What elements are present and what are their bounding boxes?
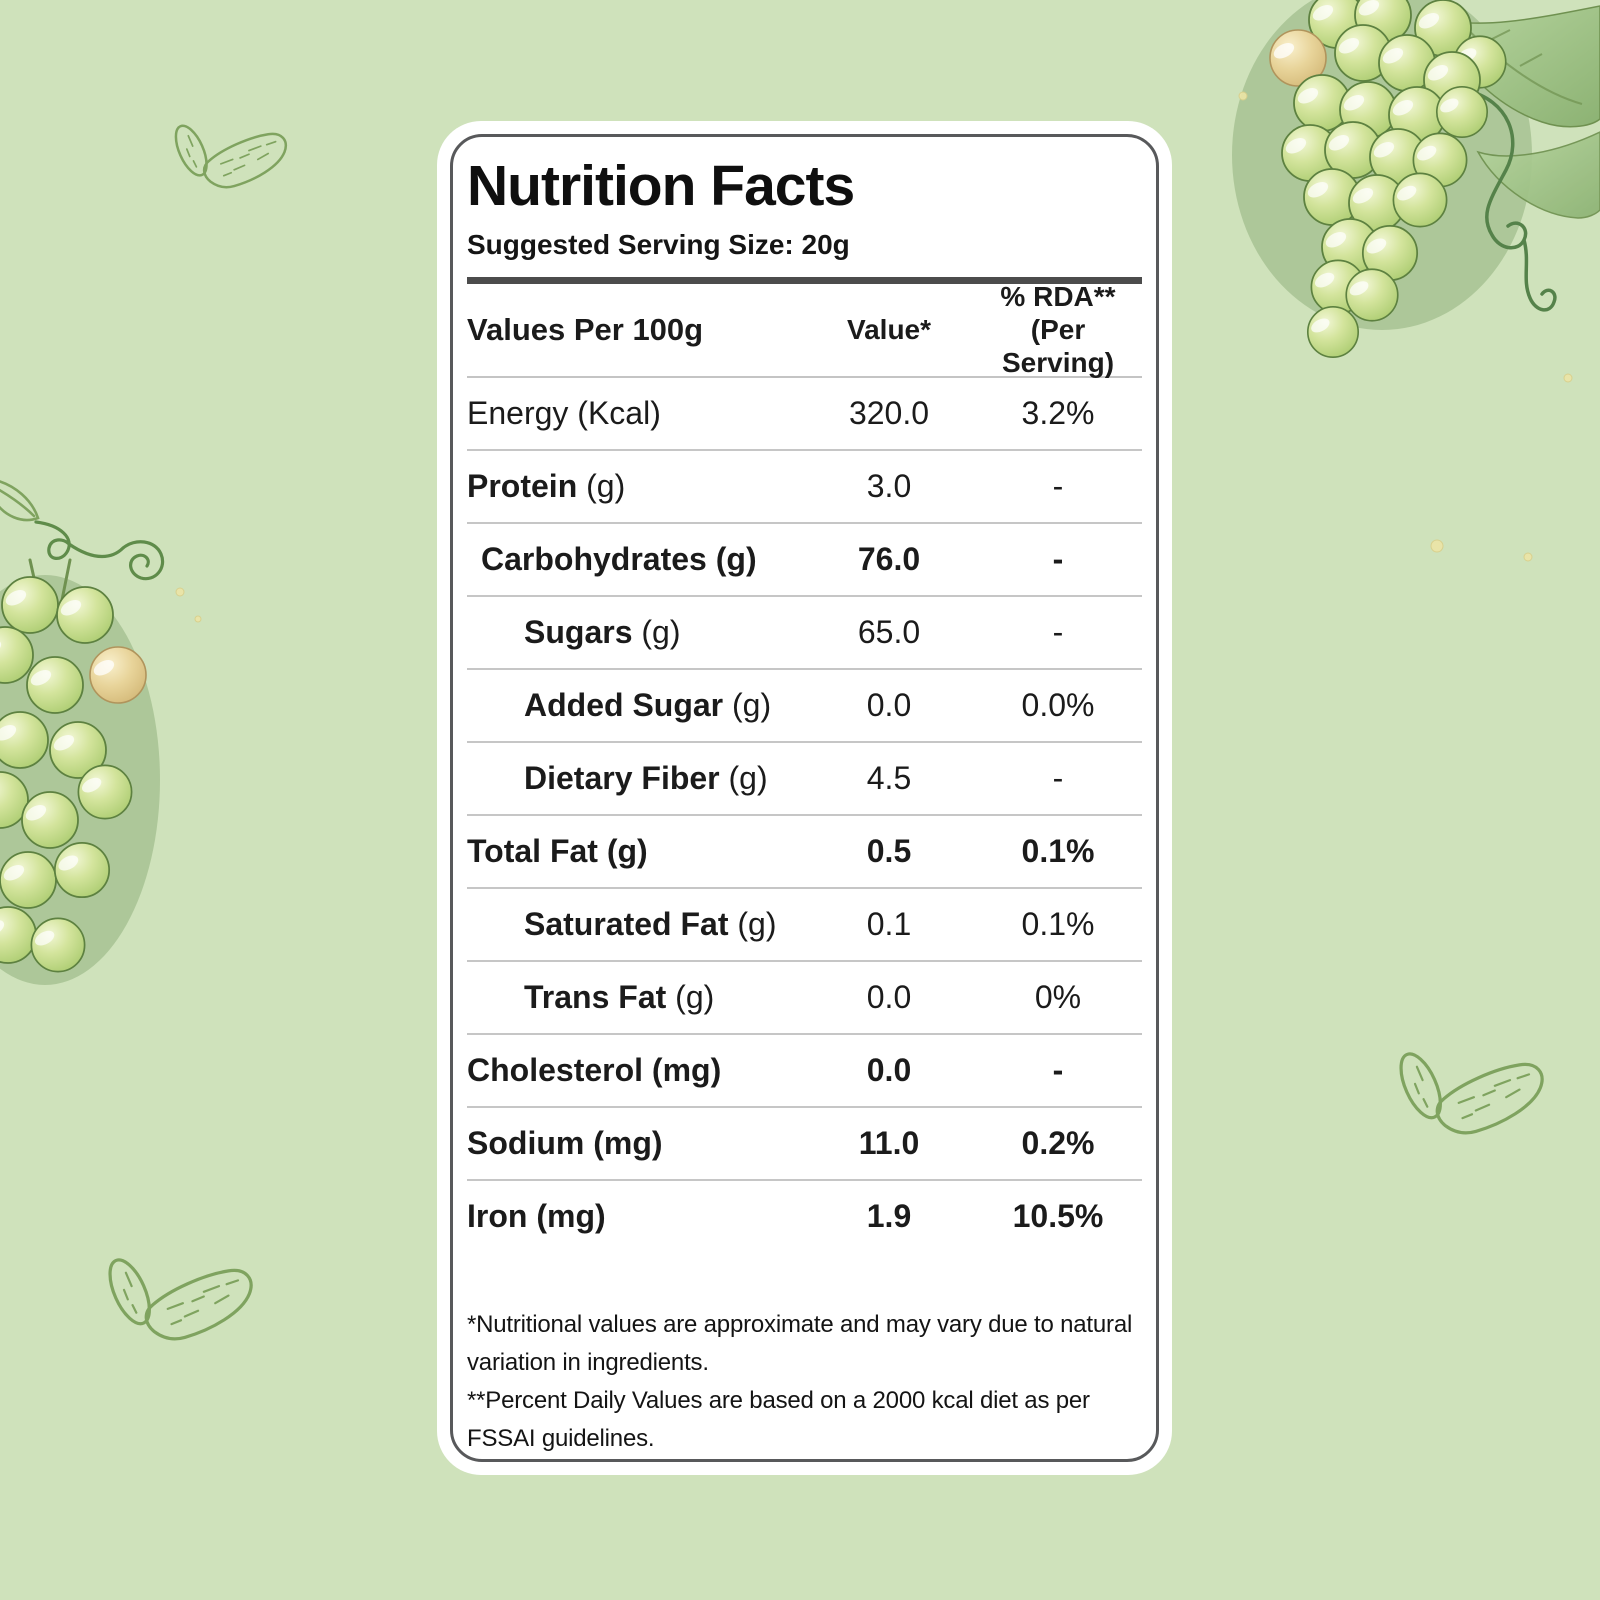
- nutrient-value: 65.0: [857, 613, 921, 650]
- nutrient-value: 0.0: [866, 686, 912, 723]
- column-header-nutrient: Values Per 100g: [467, 311, 704, 347]
- table-row: Saturated Fat (g) 0.1 0.1%: [467, 889, 1142, 962]
- table-row: Total Fat (g) 0.5 0.1%: [467, 816, 1142, 889]
- nutrient-label: Carbohydrates (g): [467, 541, 804, 578]
- nutrient-unit: (g): [577, 467, 626, 504]
- nutrient-value: 3.0: [866, 467, 912, 504]
- nutrient-rda: 0%: [1034, 978, 1082, 1015]
- nutrient-rda: -: [1052, 759, 1064, 796]
- label-title: Nutrition Facts: [467, 154, 855, 218]
- nutrient-name: Added Sugar: [524, 686, 724, 723]
- vine-tendril-illustration: [34, 520, 165, 581]
- nutrient-value: 0.5: [866, 832, 912, 869]
- nutrient-unit: (mg): [643, 1051, 722, 1088]
- nutrient-rda: 0.1%: [1021, 832, 1095, 869]
- nutrient-label: Protein (g): [467, 468, 804, 505]
- table-row: Added Sugar (g) 0.0 0.0%: [467, 670, 1142, 743]
- footnotes: *Nutritional values are approximate and …: [467, 1306, 1142, 1458]
- table-row: Protein (g) 3.0 -: [467, 451, 1142, 524]
- nutrient-name: Cholesterol: [467, 1051, 644, 1088]
- raisin-sketch-icon: [1391, 1046, 1544, 1135]
- nutrient-label: Energy (Kcal): [467, 395, 804, 432]
- nutrient-label: Saturated Fat (g): [467, 906, 804, 943]
- nutrient-rda: 10.5%: [1012, 1197, 1104, 1234]
- nutrient-name: Sugars: [524, 613, 633, 650]
- grape-bunch-illustration-left: [0, 480, 165, 985]
- nutrient-name: Energy: [467, 394, 569, 431]
- table-row: Carbohydrates (g) 76.0 -: [467, 524, 1142, 597]
- nutrient-unit: (g): [666, 978, 715, 1015]
- column-header-rda: % RDA** (Per Serving): [974, 280, 1142, 379]
- nutrient-label: Total Fat (g): [467, 833, 804, 870]
- nutrient-value: 1.9: [866, 1197, 912, 1234]
- nutrient-name: Protein: [467, 467, 578, 504]
- table-row: Cholesterol (mg) 0.0 -: [467, 1035, 1142, 1108]
- nutrient-rda: -: [1052, 613, 1064, 650]
- nutrient-value: 0.0: [866, 978, 912, 1015]
- nutrient-name: Iron: [467, 1197, 528, 1234]
- nutrient-label: Trans Fat (g): [467, 979, 804, 1016]
- nutrient-unit: (Kcal): [568, 394, 661, 431]
- nutrient-unit: (g): [632, 613, 681, 650]
- nutrient-unit: (g): [706, 540, 757, 577]
- nutrient-name: Saturated Fat: [524, 905, 729, 942]
- nutrient-value: 4.5: [866, 759, 912, 796]
- nutrient-name: Total Fat: [467, 832, 598, 869]
- thick-divider: [467, 276, 1142, 284]
- raisin-sketch-icon: [100, 1252, 253, 1341]
- column-header-rda-line2: (Per Serving): [1001, 314, 1115, 379]
- table-row: Trans Fat (g) 0.0 0%: [467, 962, 1142, 1035]
- nutrient-rda: 0.2%: [1021, 1124, 1095, 1161]
- column-header-value: Value*: [846, 313, 932, 345]
- vine-tendril-illustration: [1463, 88, 1557, 312]
- nutrient-unit: (g): [723, 686, 772, 723]
- table-row: Sodium (mg) 11.0 0.2%: [467, 1108, 1142, 1181]
- nutrition-facts-card: Nutrition Facts Suggested Serving Size: …: [437, 121, 1172, 1475]
- raisin-sketch-icon: [168, 120, 288, 189]
- nutrient-name: Dietary Fiber: [524, 759, 720, 796]
- nutrient-label: Cholesterol (mg): [467, 1052, 804, 1089]
- nutrient-label: Sugars (g): [467, 614, 804, 651]
- nutrient-label: Dietary Fiber (g): [467, 760, 804, 797]
- nutrient-rda: -: [1052, 540, 1064, 577]
- nutrient-rda: 0.1%: [1021, 905, 1095, 942]
- nutrient-name: Carbohydrates: [481, 540, 707, 577]
- column-header-rda-line1: % RDA**: [1000, 281, 1116, 313]
- nutrient-name: Trans Fat: [524, 978, 667, 1015]
- nutrient-unit: (g): [728, 905, 777, 942]
- nutrient-table: Energy (Kcal) 320.0 3.2% Protein (g) 3.0…: [467, 378, 1142, 1252]
- nutrient-unit: (mg): [527, 1197, 606, 1234]
- nutrient-value: 0.1: [866, 905, 912, 942]
- table-header-row: Values Per 100g Value* % RDA** (Per Serv…: [467, 281, 1142, 378]
- nutrient-unit: (mg): [584, 1124, 663, 1161]
- nutrient-unit: (g): [719, 759, 768, 796]
- footnote-values-approximate: *Nutritional values are approximate and …: [467, 1310, 1133, 1376]
- nutrient-value: 76.0: [857, 540, 921, 577]
- grape-bunch-illustration-top-right: [1232, 0, 1600, 359]
- nutrient-name: Sodium: [467, 1124, 585, 1161]
- nutrient-label: Sodium (mg): [467, 1125, 804, 1162]
- nutrient-rda: -: [1052, 467, 1064, 504]
- table-row: Dietary Fiber (g) 4.5 -: [467, 743, 1142, 816]
- nutrient-value: 11.0: [858, 1124, 920, 1161]
- nutrient-unit: (g): [597, 832, 648, 869]
- vine-leaf-illustration: [0, 480, 40, 522]
- nutrient-rda: -: [1052, 1051, 1064, 1088]
- table-row: Sugars (g) 65.0 -: [467, 597, 1142, 670]
- table-row: Iron (mg) 1.9 10.5%: [467, 1181, 1142, 1252]
- table-row: Energy (Kcal) 320.0 3.2%: [467, 378, 1142, 451]
- nutrient-rda: 0.0%: [1021, 686, 1095, 723]
- nutrient-label: Iron (mg): [467, 1198, 804, 1235]
- serving-size-text: Suggested Serving Size: 20g: [467, 228, 850, 260]
- nutrient-value: 0.0: [866, 1051, 912, 1088]
- nutrient-label: Added Sugar (g): [467, 687, 804, 724]
- nutrient-rda: 3.2%: [1021, 394, 1095, 431]
- nutrient-value: 320.0: [848, 394, 930, 431]
- footnote-daily-values: **Percent Daily Values are based on a 20…: [467, 1386, 1090, 1452]
